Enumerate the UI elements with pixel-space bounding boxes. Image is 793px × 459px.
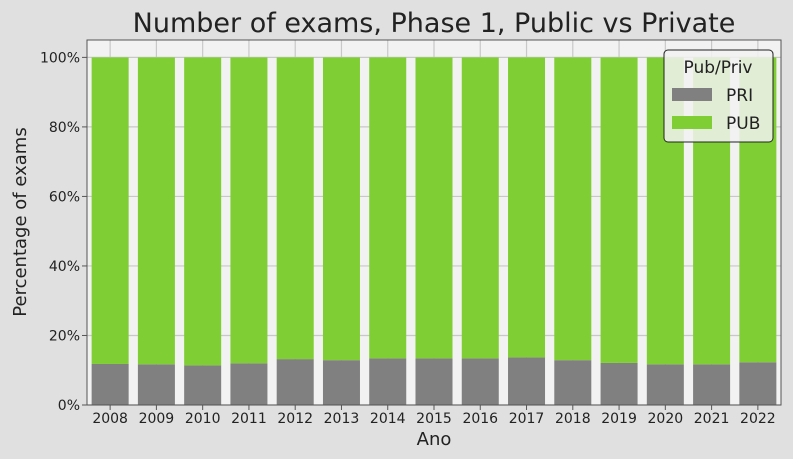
x-tick-label: 2009 [139, 411, 175, 427]
bar-pri-2014 [369, 358, 407, 405]
y-axis-ticks: 0% 20% 40% 60% 80% 100% [40, 50, 87, 414]
bar-pub-2015 [415, 57, 453, 359]
x-tick-label: 2015 [416, 411, 452, 427]
x-tick-label: 2016 [462, 411, 498, 427]
bar-pri-2017 [508, 357, 546, 405]
bar-pri-2020 [646, 364, 684, 405]
bar-pub-2016 [461, 57, 499, 359]
bar-pub-2017 [508, 57, 546, 358]
x-tick-label: 2010 [185, 411, 221, 427]
y-tick-label: 60% [49, 189, 80, 205]
bar-pri-2022 [739, 362, 777, 405]
bar-pri-2009 [137, 364, 175, 405]
y-tick-label: 80% [49, 120, 80, 136]
x-tick-label: 2020 [648, 411, 684, 427]
x-axis-label: Ano [417, 429, 452, 450]
bar-pub-2011 [230, 57, 268, 364]
bar-pri-2021 [693, 364, 731, 405]
x-tick-label: 2014 [370, 411, 406, 427]
bar-pub-2013 [322, 57, 360, 361]
bar-pri-2008 [91, 363, 129, 405]
bar-pri-2011 [230, 363, 268, 405]
bar-pub-2014 [369, 57, 407, 359]
x-tick-label: 2012 [277, 411, 313, 427]
bar-pub-2010 [184, 57, 222, 366]
x-tick-label: 2021 [694, 411, 730, 427]
x-tick-label: 2019 [601, 411, 637, 427]
bar-pri-2016 [461, 358, 499, 405]
y-tick-label: 0% [58, 398, 80, 414]
bar-pri-2013 [322, 360, 360, 405]
x-tick-label: 2008 [92, 411, 128, 427]
legend-label-pri: PRI [726, 86, 753, 106]
x-tick-label: 2017 [509, 411, 545, 427]
y-axis-label: Percentage of exams [10, 127, 31, 316]
bar-pub-2018 [554, 57, 592, 361]
legend: Pub/Priv PRI PUB [663, 49, 774, 143]
bar-pub-2008 [91, 57, 129, 364]
x-tick-label: 2022 [740, 411, 776, 427]
y-tick-label: 20% [49, 328, 80, 344]
legend-swatch-pub [672, 116, 712, 129]
x-tick-label: 2018 [555, 411, 591, 427]
bar-pub-2019 [600, 57, 638, 363]
y-tick-label: 40% [49, 259, 80, 275]
bar-pri-2015 [415, 358, 453, 405]
x-axis-ticks: 2008 2009 2010 2011 2012 2013 2014 2015 2016 2017… [92, 405, 776, 427]
x-tick-label: 2013 [324, 411, 360, 427]
legend-swatch-pri [672, 88, 712, 101]
legend-title: Pub/Priv [684, 58, 753, 78]
x-tick-label: 2011 [231, 411, 267, 427]
bar-pub-2012 [276, 57, 314, 360]
bar-pri-2010 [184, 365, 222, 405]
chart-title: Number of exams, Phase 1, Public vs Priv… [133, 8, 736, 39]
bar-pri-2012 [276, 359, 314, 405]
y-tick-label: 100% [40, 50, 80, 66]
bar-pri-2018 [554, 360, 592, 405]
legend-label-pub: PUB [726, 114, 760, 134]
bar-pub-2009 [137, 57, 175, 365]
bar-pri-2019 [600, 362, 638, 405]
